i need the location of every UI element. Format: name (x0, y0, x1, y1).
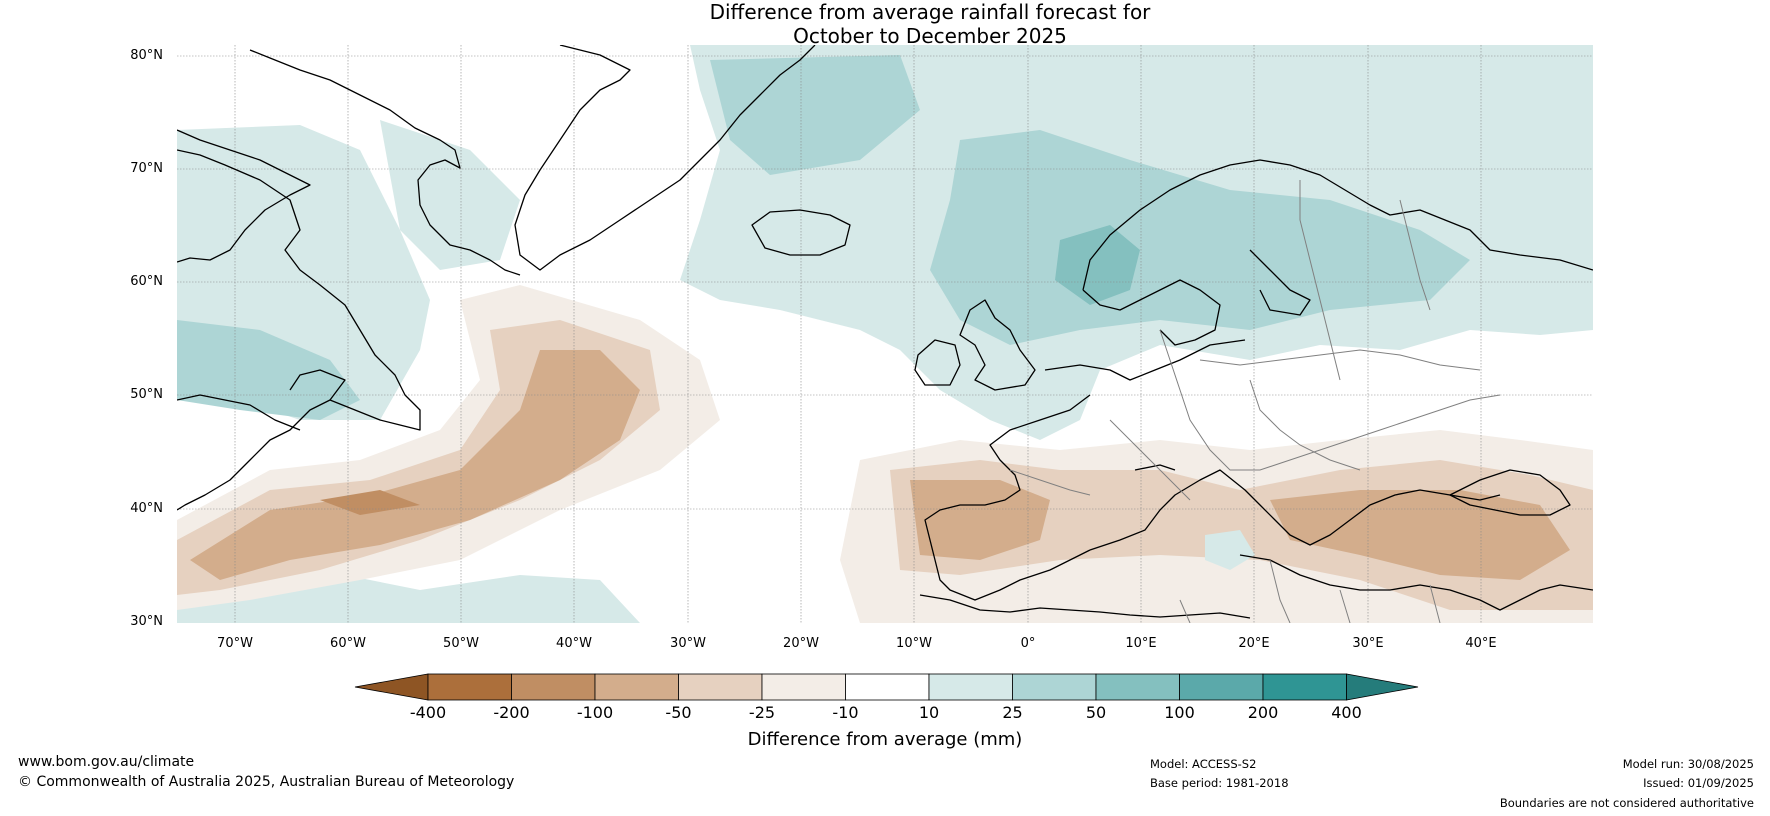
colorbar-tick-label: 100 (1164, 703, 1195, 722)
lon-label-60w: 60°W (330, 636, 366, 651)
dry-region-atlantic-inner (190, 350, 640, 580)
colorbar-bin-7 (928, 673, 1013, 701)
colorbar-bin-9 (1095, 673, 1180, 701)
colorbar-bin-3 (594, 673, 679, 701)
lon-label-10w: 10°W (896, 636, 932, 651)
colorbar-tick-label: -25 (748, 703, 776, 722)
disclaimer-text: Boundaries are not considered authoritat… (1499, 796, 1754, 810)
copyright-text: © Commonwealth of Australia 2025, Austra… (18, 774, 515, 790)
country-boundaries (1009, 180, 1501, 623)
lon-label-10e: 10°E (1125, 636, 1157, 651)
colorbar-bin-5 (761, 673, 846, 701)
coastline-iceland (751, 209, 851, 256)
graticule (177, 45, 1593, 623)
colorbar-title: Difference from average (mm) (747, 729, 1023, 750)
model-run-text: Model run: 30/08/2025 (1622, 757, 1754, 771)
wet-spot-central-med (1205, 530, 1255, 570)
title-line-1: Difference from average rainfall forecas… (709, 0, 1151, 24)
lon-label-50w: 50°W (443, 636, 479, 651)
coastline-scandinavia (1082, 159, 1593, 346)
colorbar-bin-6 (845, 673, 930, 701)
coastline-baffin (177, 129, 311, 263)
lon-label-30e: 30°E (1352, 636, 1384, 651)
lat-label-50n: 50°N (130, 387, 163, 402)
rainfall-anomaly-fields (177, 45, 1593, 623)
lat-label-80n: 80°N (130, 48, 163, 63)
coastlines (177, 45, 1593, 619)
colorbar-tick-label: 25 (1002, 703, 1023, 722)
title-line-2: October to December 2025 (793, 24, 1067, 48)
lon-label-30w: 30°W (670, 636, 706, 651)
colorbar-tick-label: -200 (493, 703, 530, 722)
coastline-north-africa (919, 594, 1251, 619)
base-period-text: Base period: 1981-2018 (1150, 776, 1289, 790)
wet-region-greenland-west (380, 120, 520, 270)
colorbar-tick-label: -10 (832, 703, 859, 722)
coastline-britain (959, 299, 1036, 391)
wet-region-scandinavia (930, 130, 1470, 345)
colorbar-bin-2 (511, 673, 596, 701)
colorbar (354, 673, 1419, 701)
website-link[interactable]: www.bom.gov.au/climate (18, 754, 195, 770)
lon-label-20e: 20°E (1238, 636, 1270, 651)
coastline-canada-east (177, 149, 421, 511)
lon-label-20w: 20°W (783, 636, 819, 651)
colorbar-bin-1 (427, 673, 512, 701)
lon-label-40e: 40°E (1465, 636, 1497, 651)
coastline-mediterranean (1089, 464, 1593, 611)
coastline-greenland (249, 45, 816, 276)
wet-region-arctic (710, 55, 920, 175)
colorbar-bin-8 (1012, 673, 1097, 701)
lon-label-70w: 70°W (217, 636, 253, 651)
coastline-canada-inner (177, 369, 346, 431)
model-text: Model: ACCESS-S2 (1150, 757, 1257, 771)
colorbar-extend-high (1346, 673, 1419, 701)
dry-region-east-med (1270, 490, 1570, 580)
colorbar-tick-label: 200 (1247, 703, 1279, 722)
colorbar-bin-4 (678, 673, 763, 701)
colorbar-tick-label: 400 (1331, 703, 1362, 722)
colorbar-tick-label: -400 (409, 703, 447, 722)
coastline-black-sea (1449, 469, 1571, 516)
issued-text: Issued: 01/09/2025 (1643, 776, 1754, 790)
map-title: Difference from average rainfall forecas… (0, 0, 1770, 48)
colorbar-tick-label: 10 (918, 703, 940, 722)
lon-label-40w: 40°W (556, 636, 592, 651)
lat-label-60n: 60°N (130, 274, 163, 289)
colorbar-tick-label: -100 (576, 703, 614, 722)
lat-label-30n: 30°N (130, 614, 163, 629)
coastline-ireland (914, 339, 961, 386)
colorbar-bin-11 (1262, 673, 1347, 701)
colorbar-extend-low (354, 673, 429, 701)
wet-region-norway-core (1055, 225, 1140, 305)
lon-label-0: 0° (1020, 636, 1036, 651)
colorbar-bin-10 (1179, 673, 1264, 701)
colorbar-tick-label: 50 (1085, 703, 1107, 722)
lat-label-70n: 70°N (130, 161, 163, 176)
colorbar-tick-label: -50 (665, 703, 692, 722)
lat-label-40n: 40°N (130, 501, 163, 516)
coastline-europe-west (924, 339, 1246, 601)
dry-region-iberia (910, 480, 1050, 560)
